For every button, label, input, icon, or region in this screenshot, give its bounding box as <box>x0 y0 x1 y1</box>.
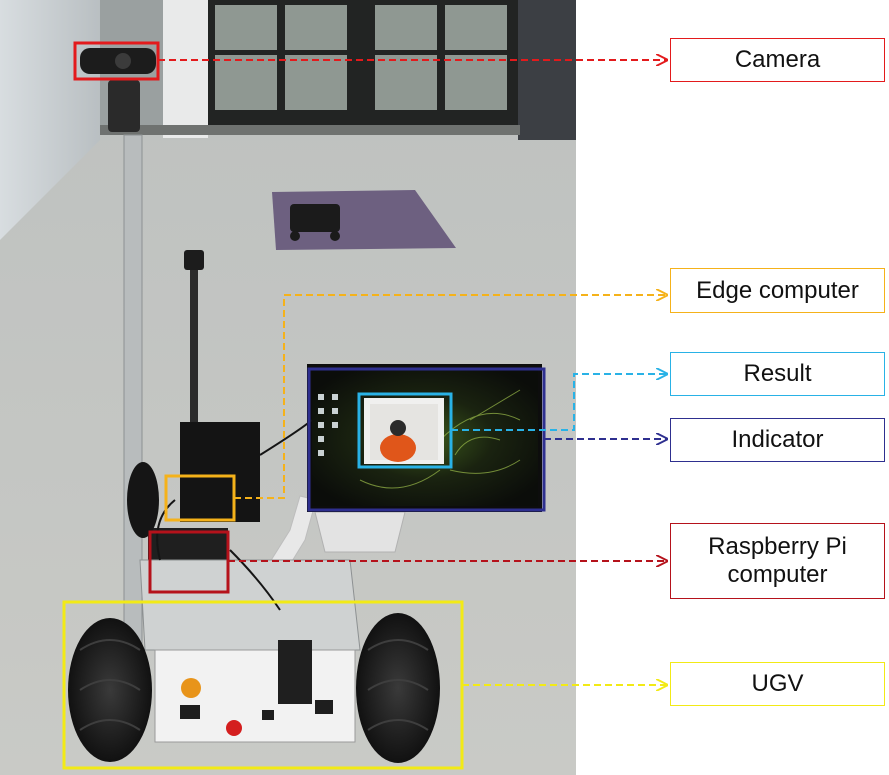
raspberry-pi-label-line1: Raspberry Pi <box>708 533 847 561</box>
raspberry-pi-label: Raspberry Pi computer <box>670 523 885 599</box>
edge-computer-label: Edge computer <box>670 268 885 313</box>
robot-photo <box>0 0 576 775</box>
camera-mount <box>108 80 140 132</box>
result-highlight-box <box>357 392 453 469</box>
camera-label: Camera <box>670 38 885 82</box>
sensor-pole <box>190 268 198 428</box>
curtain <box>518 0 576 140</box>
ugv-label: UGV <box>670 662 885 706</box>
raspberry-pi-label-line2: computer <box>727 561 828 588</box>
window-panes <box>215 5 507 110</box>
estop-button <box>181 678 201 698</box>
edge-box <box>180 422 260 522</box>
screen-sparks <box>359 389 521 489</box>
result-leader-arrow <box>451 374 667 431</box>
edge-computer-highlight-box <box>164 474 236 522</box>
person-in-preview <box>380 434 416 462</box>
ugv-highlight-box <box>62 600 464 770</box>
result-label: Result <box>670 352 885 396</box>
indicator-highlight-box <box>307 367 546 512</box>
chassis-plate <box>139 559 361 651</box>
wheel-rear-left <box>127 462 159 538</box>
baseboard <box>100 125 520 135</box>
camera-highlight-box <box>73 41 160 81</box>
edge-computer-leader-arrow <box>234 295 667 499</box>
cabinet <box>163 0 208 138</box>
raspberry-pi-highlight-box <box>148 530 230 594</box>
desktop-icons <box>318 394 338 456</box>
small-robot <box>290 204 340 241</box>
indicator-label: Indicator <box>670 418 885 462</box>
